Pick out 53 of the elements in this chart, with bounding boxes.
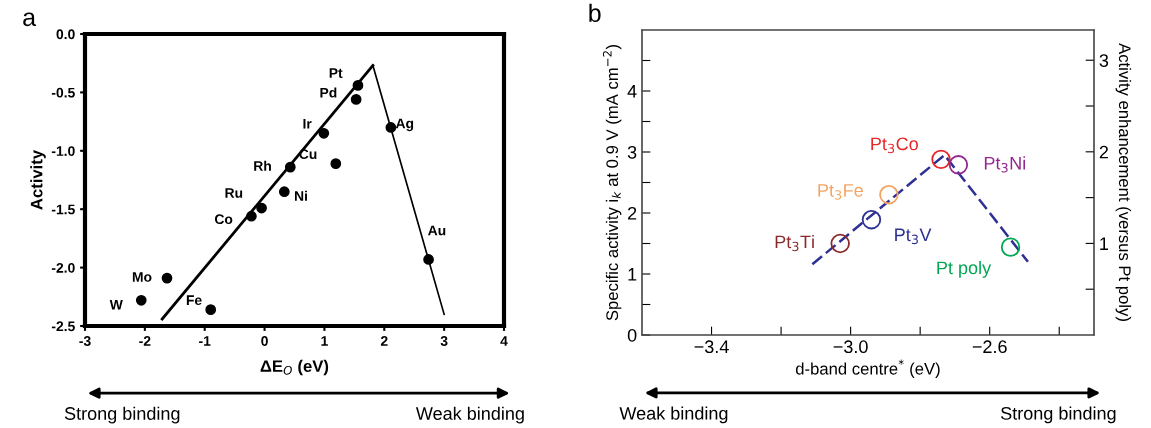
y-tick-label: -2.0: [51, 262, 75, 273]
annotation: Ir: [303, 118, 312, 129]
series-label: Pt$_{3}$Ni: [984, 156, 1025, 173]
series-label: Pt poly: [937, 260, 992, 278]
annotation: Pt: [329, 68, 343, 78]
annotation: Ni: [294, 190, 307, 201]
x-tick-label: −3.0: [833, 340, 868, 354]
x-tick-label: 1: [321, 336, 328, 346]
y-axis-title: Specific activity i$_{k}$ at 0.9 V (mA cm$^{−2}$): [602, 45, 622, 321]
text: Weak binding: [415, 406, 524, 424]
y-tick-label: -0.5: [51, 87, 75, 98]
x-tick-label: −3.4: [694, 340, 729, 354]
annotation: Pd: [320, 87, 337, 98]
x-axis-title: d-band centre$^{*}$ (eV): [795, 359, 940, 378]
x-axis-title: ΔE$_{O}$ (eV): [260, 359, 329, 376]
x-tick-label: 0: [261, 336, 268, 346]
y-tick-label: -2.5: [51, 321, 75, 332]
annotation: Rh: [254, 160, 271, 171]
series-label: Pt$_{3}$V: [895, 228, 932, 245]
x-tick-label: 2: [380, 336, 388, 346]
x-tick-label: 3: [440, 336, 448, 346]
y2-axis-title: Activity enhancement (versus Pt poly): [1115, 43, 1132, 321]
y-tick-label: 2: [628, 206, 637, 220]
annotation: W: [109, 299, 123, 310]
x-tick-label: -1: [199, 336, 211, 346]
y-tick-label: -1.0: [51, 146, 75, 156]
y-tick-label: 4: [627, 85, 637, 98]
annotation: Mo: [132, 272, 152, 282]
x-tick-label: -2: [139, 336, 151, 346]
series-label: Pt$_{3}$Fe: [818, 184, 863, 200]
text: Strong binding: [1000, 406, 1116, 424]
chart-title: b: [589, 3, 601, 23]
series-label: Pt$_{3}$Ti: [775, 234, 814, 252]
y-tick-label: -1.5: [51, 204, 75, 215]
y2-tick-label: 1: [1100, 237, 1109, 250]
y-tick-label: 3: [627, 145, 637, 159]
y-axis-title: Activity: [30, 149, 46, 210]
x-tick-label: -3: [79, 336, 91, 346]
y2-tick-label: 2: [1099, 145, 1108, 159]
x-tick-label: −2.6: [972, 340, 1007, 354]
text: Weak binding: [619, 406, 728, 424]
annotation: Ag: [395, 118, 414, 132]
text: Strong binding: [64, 406, 180, 424]
y-tick-label: 1: [628, 268, 637, 281]
y2-tick-label: 3: [1099, 54, 1109, 67]
chart-title: a: [23, 12, 37, 27]
series-label: Pt$_{3}$Co: [871, 137, 918, 154]
annotation: Au: [428, 225, 446, 236]
annotation: Ru: [225, 188, 243, 198]
annotation: Co: [214, 214, 233, 225]
y-tick-label: 0.0: [56, 29, 75, 40]
x-tick-label: 4: [500, 336, 508, 346]
annotation: Fe: [186, 295, 202, 306]
